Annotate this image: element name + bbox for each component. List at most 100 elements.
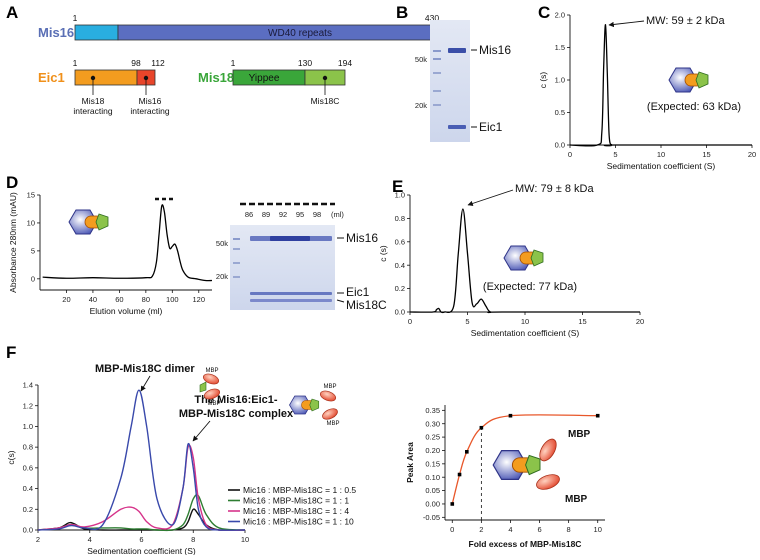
- cartoon-label: MBP: [323, 384, 336, 390]
- chart: 0.0 0.2 0.4 0.6 0.8 1.0 0 5 10 15 20 Sedimentation …: [378, 191, 644, 338]
- band: [250, 292, 332, 295]
- band-label: Mis16: [479, 43, 511, 57]
- marker: [479, 425, 484, 430]
- fraction-label: 92: [279, 210, 287, 219]
- cartoon-label: MBP: [568, 429, 591, 440]
- ladder-band: [433, 50, 441, 52]
- chart: 0 5 10 15 20 40 60 80 100 120 Elution volume (ml) A…: [8, 191, 213, 316]
- x-tick-label: 2: [479, 525, 483, 534]
- annotation: (Expected: 63 kDa): [647, 101, 741, 113]
- y-tick-label: 0.30: [425, 419, 440, 428]
- annotation: (Expected: 77 kDa): [483, 281, 577, 293]
- legend-label: Mic16 : MBP-Mis18C = 1 : 1: [243, 496, 349, 506]
- residue: 194: [338, 58, 352, 68]
- panel-label: A: [6, 3, 18, 22]
- domain-label: WD40 repeats: [268, 28, 332, 39]
- domain-label: Yippee: [249, 73, 280, 84]
- arrow: [608, 20, 645, 28]
- x-tick-label: 5: [465, 317, 469, 326]
- chart: 0.0 0.5 1.0 1.5 2.0 0 5 10 15 20 Sedimentation coe…: [538, 11, 756, 171]
- complex-cartoon: [503, 245, 544, 271]
- complex-cartoon: [68, 209, 109, 235]
- annotation: MBP-Mis18C dimer: [95, 363, 195, 375]
- dimer-cartoon: MBP MBP: [199, 368, 221, 407]
- panel-label: F: [6, 343, 16, 362]
- legend-label: Mic16 : MBP-Mis18C = 1 : 10: [243, 517, 354, 527]
- band: [250, 299, 332, 302]
- x-tick-label: 0: [450, 525, 454, 534]
- band-pointer: [336, 299, 345, 303]
- marker: [450, 502, 455, 506]
- cartoon-label: MBP: [205, 368, 218, 374]
- x-tick-label: 100: [166, 295, 179, 304]
- y-tick-label: 0.0: [555, 141, 565, 150]
- y-tick-label: 5: [31, 246, 35, 255]
- x-axis-label: Fold excess of MBP-Mis18C: [469, 539, 582, 549]
- x-tick-label: 4: [88, 535, 92, 544]
- ladder-band: [233, 238, 240, 240]
- residue: 112: [151, 58, 165, 68]
- x-tick-label: 4: [508, 525, 512, 534]
- y-tick-label: 0.5: [555, 108, 565, 117]
- x-tick-label: 80: [142, 295, 150, 304]
- x-tick-label: 0: [568, 150, 572, 159]
- ladder-band: [233, 276, 240, 278]
- residue: 98: [131, 58, 141, 68]
- series-line: [37, 444, 246, 532]
- arrow: [467, 189, 514, 207]
- y-tick-label: 0.2: [395, 284, 405, 293]
- annotation: MW: 59 ± 2 kDa: [646, 15, 725, 27]
- size-marker: 50k: [415, 55, 427, 64]
- band-label: Eic1: [479, 120, 503, 134]
- protein-name: Mis18: [198, 70, 234, 85]
- y-tick-label: 0.15: [425, 459, 440, 468]
- domain-diagram: Mis16 1 430 WD40 repeats Eic1 1 98 112 M…: [38, 13, 439, 116]
- ladder-band: [433, 72, 441, 74]
- panel-label: E: [392, 177, 403, 196]
- domain: [74, 69, 138, 86]
- y-tick-label: 0.35: [425, 406, 440, 415]
- site-label: Mis18: [82, 96, 105, 106]
- residue: 1: [73, 13, 78, 23]
- complex-mbp-cartoon: MBP MBP: [289, 384, 340, 427]
- fraction-label: 98: [313, 210, 321, 219]
- y-tick-label: 0.05: [425, 486, 440, 495]
- x-tick-label: 6: [537, 525, 541, 534]
- band-label: Mis16: [346, 231, 378, 245]
- x-tick-label: 120: [193, 295, 206, 304]
- domain: [74, 24, 119, 41]
- arrow: [192, 420, 211, 442]
- chart: 0.0 0.2 0.4 0.6 0.8 1.0 1.2 1.4 2 4 6 8 10 Sedimentat…: [6, 381, 356, 556]
- y-tick-label: -0.05: [423, 513, 440, 522]
- legend-label: Mic16 : MBP-Mis18C = 1 : 4: [243, 506, 349, 516]
- series-line: [42, 204, 213, 282]
- protein-name: Eic1: [38, 70, 65, 85]
- x-tick-label: 10: [657, 150, 665, 159]
- y-tick-label: 0.4: [23, 484, 33, 493]
- chart: -0.05 0.00 0.05 0.10 0.15 0.20 0.25 0.30 0.35 0 2 4…: [405, 405, 605, 549]
- size-marker: 20k: [415, 101, 427, 110]
- band: [448, 48, 466, 53]
- mbp: [539, 438, 557, 462]
- y-tick-label: 0.4: [395, 261, 405, 270]
- marker: [595, 413, 600, 418]
- y-tick-label: 0.6: [23, 463, 33, 472]
- y-tick-label: 1.0: [23, 422, 33, 431]
- y-axis-label: c (s): [538, 72, 548, 89]
- complex-cartoon: [668, 67, 709, 93]
- size-marker: 20k: [216, 272, 228, 281]
- y-tick-label: 0.2: [23, 505, 33, 514]
- residue: 1: [231, 58, 236, 68]
- x-tick-label: 15: [702, 150, 710, 159]
- x-tick-label: 8: [567, 525, 571, 534]
- y-axis-label: c (s): [378, 245, 388, 262]
- mbp: [202, 373, 220, 385]
- mbp: [536, 474, 560, 490]
- annotation: MBP-Mis18C complex: [179, 408, 294, 420]
- site-label: Mis16: [139, 96, 162, 106]
- residue: 1: [73, 58, 78, 68]
- y-tick-label: 0.8: [395, 214, 405, 223]
- x-tick-label: 2: [36, 535, 40, 544]
- mbp: [322, 408, 338, 420]
